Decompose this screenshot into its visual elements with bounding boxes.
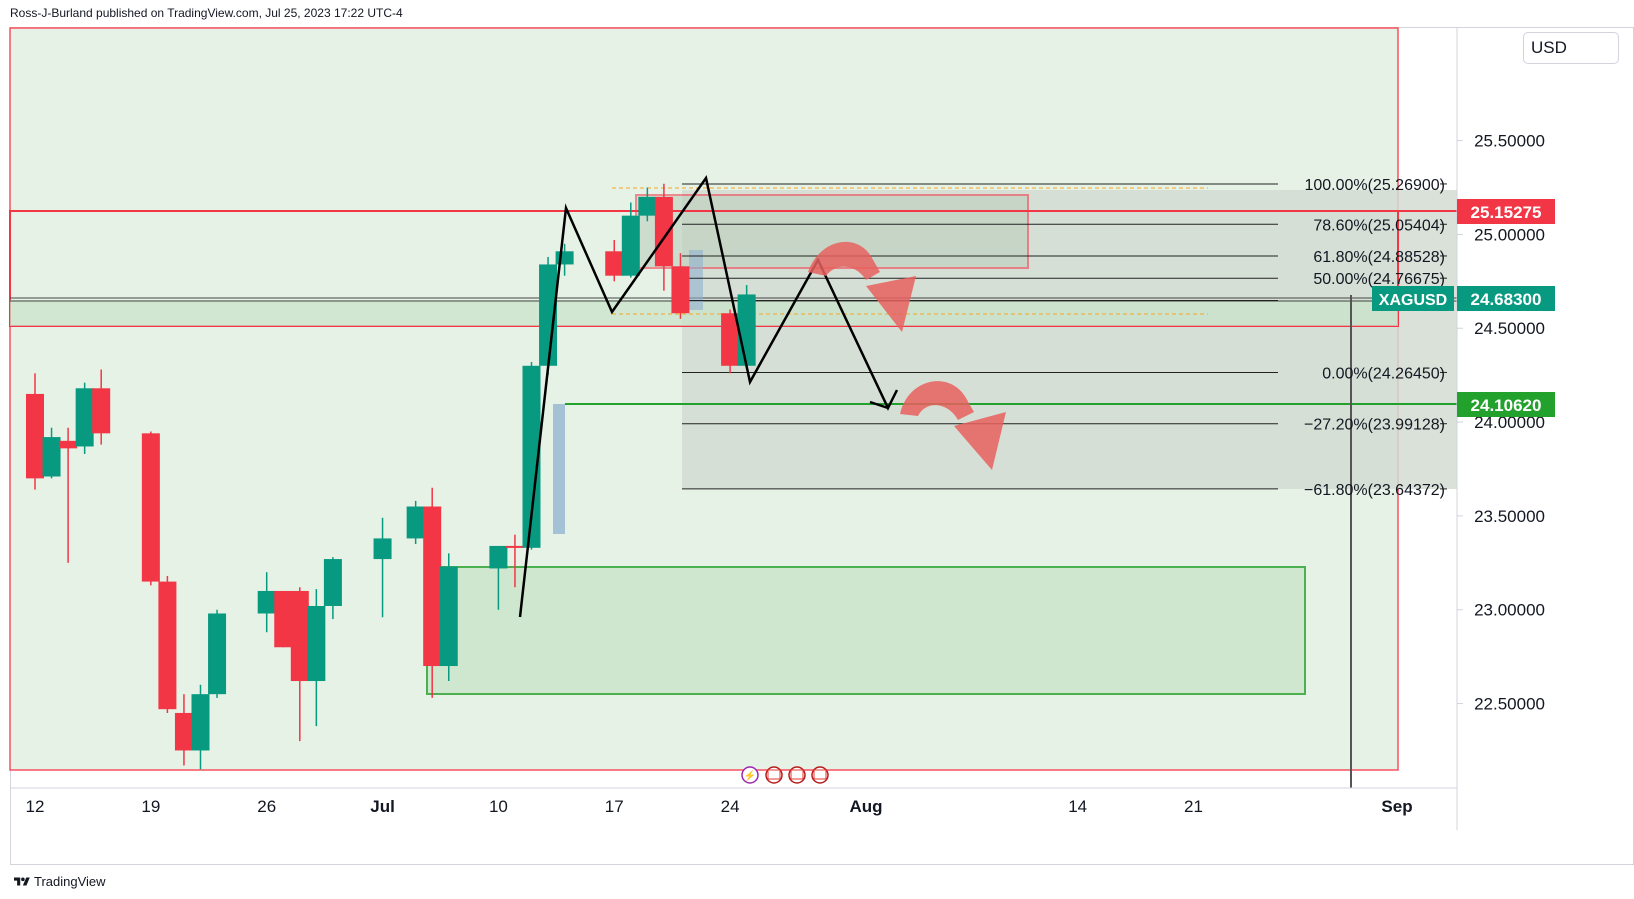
x-tick-label: 24	[721, 797, 740, 816]
candle-body	[274, 590, 293, 648]
fib-label: 78.60%(25.05404)	[1313, 217, 1445, 234]
time-axis[interactable]: 12 19 26 Jul 10 17 24 Aug 14 21 Sep	[26, 797, 1413, 816]
candle-body	[423, 506, 442, 667]
x-tick-label: Sep	[1381, 797, 1412, 816]
symbol-tag: XAGUSD	[1372, 286, 1454, 311]
x-tick-label: 26	[257, 797, 276, 816]
fib-label: −61.80%(23.64372)	[1304, 482, 1445, 499]
y-tick-label: 24.00000	[1474, 413, 1545, 432]
candle-body	[290, 590, 309, 682]
symbol-tag-label: XAGUSD	[1379, 292, 1447, 309]
price-axis[interactable]: 25.50000 25.00000 24.50000 24.00000 23.50000…	[1457, 132, 1545, 714]
support-strip	[10, 300, 1398, 326]
range-box-2	[689, 250, 703, 310]
y-tick-label: 24.50000	[1474, 319, 1545, 338]
y-tick-label: 23.50000	[1474, 507, 1545, 526]
projection-zigzag	[518, 174, 899, 618]
price-tag-resistance-label: 25.15275	[1471, 203, 1542, 222]
y-tick-label: 22.50000	[1474, 695, 1545, 714]
currency-selector[interactable]: USD	[1523, 32, 1619, 64]
candle-body	[638, 196, 657, 216]
candle-body	[671, 266, 690, 314]
x-tick-label: Jul	[370, 797, 395, 816]
candle-body	[539, 264, 558, 366]
candle-body	[208, 613, 227, 695]
footer-branding: TradingView	[14, 874, 106, 889]
footer-brand-label: TradingView	[34, 874, 106, 889]
candle-body	[555, 251, 574, 265]
event-icons[interactable]: ⚡	[741, 766, 829, 784]
fib-label: 61.80%(24.88528)	[1313, 249, 1445, 266]
x-tick-label: 12	[26, 797, 45, 816]
candle-body	[158, 581, 177, 710]
candle-body	[621, 215, 640, 276]
candle-body	[373, 538, 392, 560]
candle-body	[59, 440, 78, 449]
candle-body	[406, 506, 425, 539]
y-tick-label: 23.00000	[1474, 601, 1545, 620]
price-tag-resistance: 25.15275	[1457, 199, 1555, 224]
fib-label: −27.20%(23.99128)	[1304, 417, 1445, 434]
candle-body	[191, 694, 210, 751]
price-tag-support: 24.10620	[1457, 392, 1555, 417]
price-tag-support-label: 24.10620	[1471, 396, 1542, 415]
demand-zone	[426, 566, 1306, 695]
fib-label: 50.00%(24.76675)	[1313, 271, 1445, 288]
fib-label: 100.00%(25.26900)	[1304, 177, 1445, 194]
publisher-line: Ross-J-Burland published on TradingView.…	[10, 6, 403, 20]
red-arrow-upper	[808, 241, 916, 332]
price-tag-last: 24.68300	[1457, 286, 1555, 311]
candle-body	[307, 605, 326, 682]
candle-body	[489, 545, 508, 569]
candle-body	[141, 433, 160, 582]
candle-body	[42, 437, 61, 477]
candle-body	[257, 590, 276, 614]
candle-body	[439, 566, 458, 667]
tradingview-logo-icon	[14, 877, 30, 886]
x-tick-label: 19	[141, 797, 160, 816]
svg-text:⚡: ⚡	[744, 769, 756, 782]
candle-body	[605, 251, 624, 276]
price-tag-last-label: 24.68300	[1471, 290, 1542, 309]
projection-tail	[869, 400, 889, 410]
candle-body	[323, 559, 342, 606]
red-arrow-lower	[900, 381, 1006, 470]
lightning-icon	[741, 766, 759, 784]
candle-body	[26, 393, 44, 479]
candle-body	[522, 365, 541, 548]
candle-body	[721, 313, 740, 366]
candle-body	[505, 545, 524, 548]
candle-body	[174, 712, 193, 751]
candle-body	[654, 196, 673, 267]
y-tick-label: 25.50000	[1474, 132, 1545, 151]
candle-body	[75, 388, 94, 447]
x-tick-label: Aug	[849, 797, 882, 816]
candle-body	[737, 294, 756, 366]
x-tick-label: 21	[1184, 797, 1203, 816]
x-tick-label: 10	[489, 797, 508, 816]
x-tick-label: 17	[605, 797, 624, 816]
y-tick-label: 25.00000	[1474, 225, 1545, 244]
range-box	[553, 404, 565, 534]
fib-label: 0.00%(24.26450)	[1322, 365, 1445, 382]
candle-body	[92, 388, 111, 434]
x-tick-label: 14	[1068, 797, 1087, 816]
candles	[26, 183, 756, 770]
